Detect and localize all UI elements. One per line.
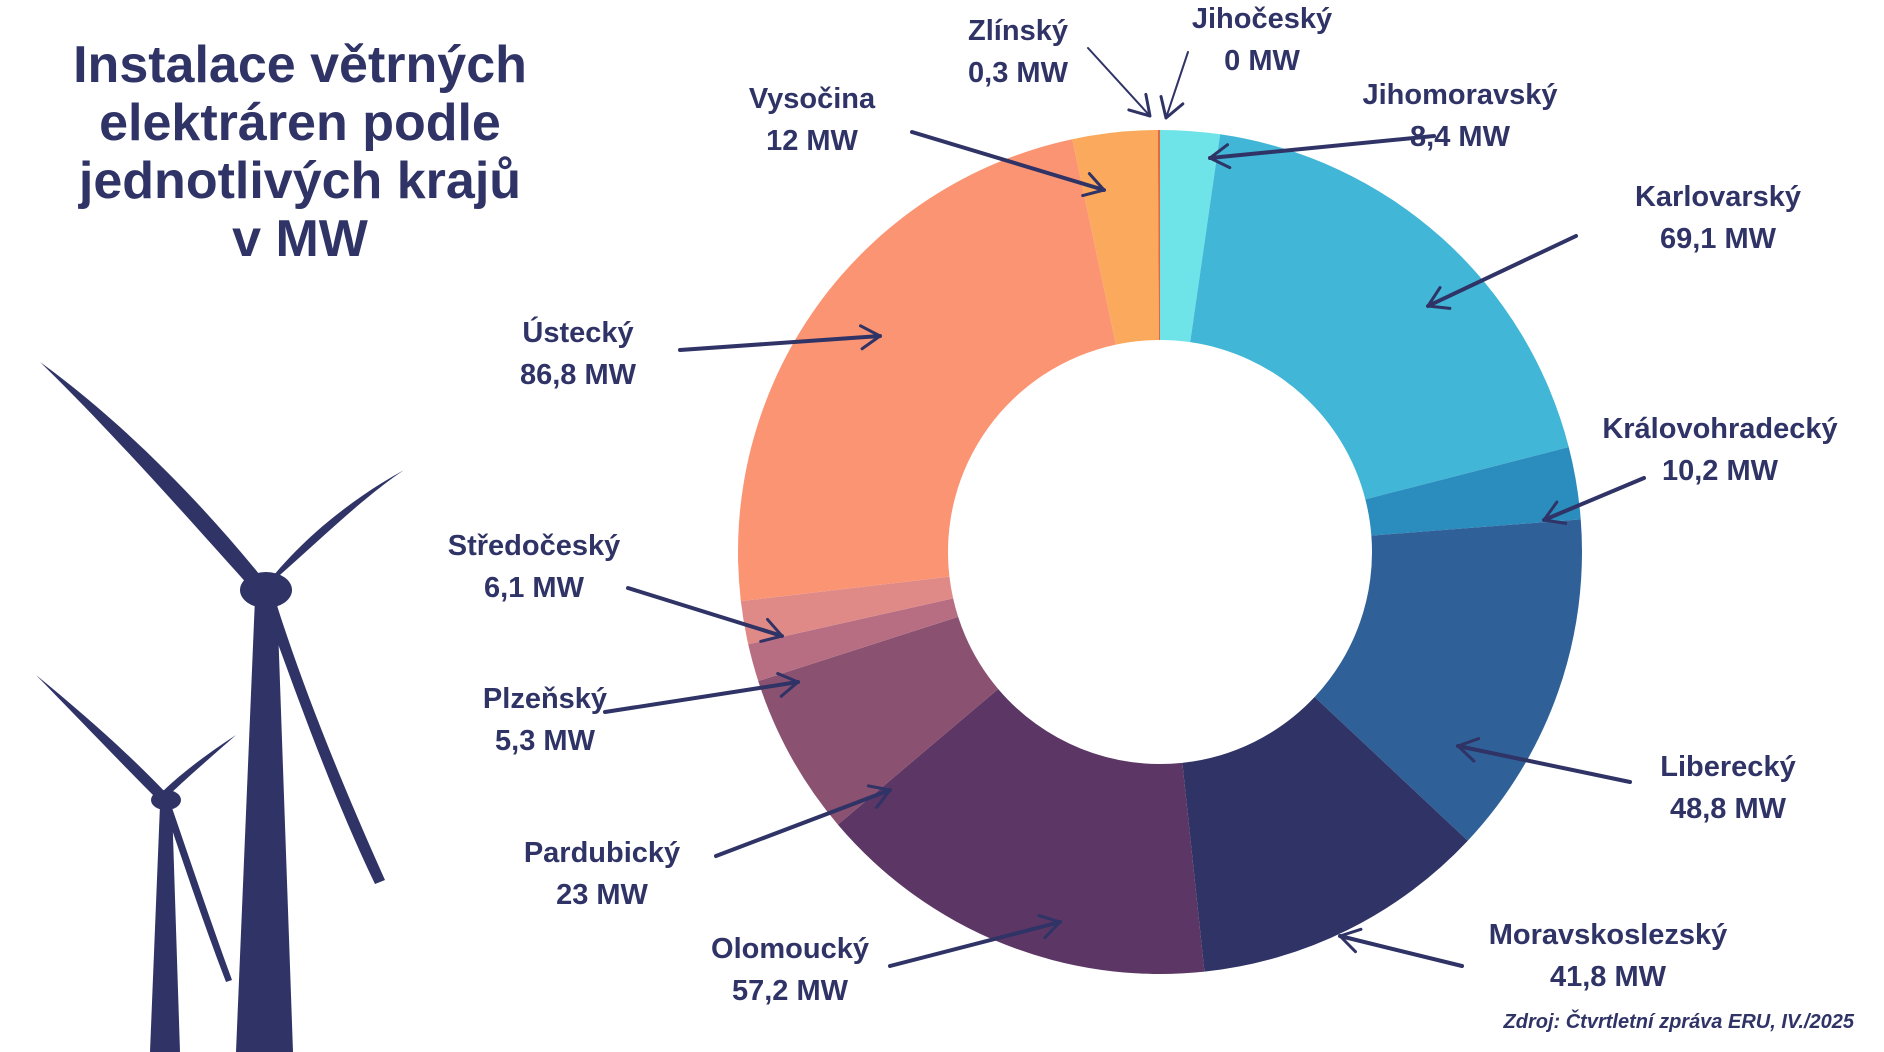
page-title: Instalace větrných elektráren podle jedn… [73,36,527,268]
arrowhead-Jihočeský [1159,95,1185,120]
slice-Vysočina [1072,130,1159,345]
arrow-Vysočina [910,130,1106,192]
slice-label-name: Pardubický [524,837,680,869]
arrow-Olomoucký [888,920,1062,968]
slice-Pardubický [758,616,999,825]
arrowhead-Zlínský [1127,92,1152,118]
slice-label-value: 48,8 MW [1670,793,1787,825]
small-turbine-icon [36,675,236,1052]
slice-label-name: Ústecký [522,315,633,349]
slice-Ústecký [737,139,1116,602]
arrowhead-Moravskoslezský [1338,927,1363,954]
slice-label-name: Liberecký [1660,751,1795,783]
slice-label-value: 41,8 MW [1550,961,1667,993]
arrow-Pardubický [714,788,892,858]
slice-label-value: 5,3 MW [495,725,596,757]
arrow-Středočeský [626,586,784,638]
slice-label-value: 23 MW [556,879,648,911]
arrowhead-Plzeňský [776,672,800,698]
slice-label-value: 8,4 MW [1410,121,1511,153]
slice-label-value: 0 MW [1224,45,1300,77]
slice-label-name: Jihočeský [1192,3,1332,35]
slice-label-value: 10,2 MW [1662,455,1779,487]
slice-Zlínský [1157,130,1160,341]
wind-turbines-illustration [36,362,404,1052]
arrowhead-Středočeský [759,617,784,643]
slice-Středočeský [740,576,954,645]
slice-label-name: Středočeský [448,530,621,562]
slice-Jihomoravský [1160,130,1221,343]
slice-label-name: Karlovarský [1635,181,1801,213]
slice-label-name: Jihomoravský [1362,79,1557,111]
slice-label-name: Zlínský [968,15,1068,47]
arrow-Plzeňský [603,680,800,714]
slice-label-value: 86,8 MW [520,359,637,391]
source-note: Zdroj: Čtvrtletní zpráva ERU, IV./2025 [1503,1011,1854,1033]
large-turbine-icon [40,362,404,1052]
slice-label-value: 69,1 MW [1660,223,1777,255]
arrowhead-Jihomoravský [1208,143,1232,170]
arrowhead-Olomoucký [1037,914,1062,940]
slice-Královohradecký [1365,447,1581,536]
slice-label-name: Královohradecký [1602,413,1837,445]
arrowhead-Vysočina [1081,172,1106,198]
arrow-Zlínský [1087,47,1151,117]
arrow-Moravskoslezský [1338,934,1464,968]
arrowhead-Královohradecký [1542,500,1568,525]
arrow-Královohradecký [1542,476,1646,522]
slice-Plzeňský [748,598,959,682]
arrowhead-Pardubický [866,784,892,809]
arrowhead-Karlovarský [1426,286,1452,310]
arrowhead-Liberecký [1456,737,1481,763]
arrow-Jihočeský [1165,51,1189,119]
slice-label-name: Moravskoslezský [1489,919,1728,951]
slice-label-name: Plzeňský [483,683,607,715]
slice-label-name: Olomoucký [711,933,869,965]
arrow-Ústecký [678,334,882,352]
slice-Liberecký [1314,519,1583,841]
slice-Moravskoslezský [1182,697,1468,972]
slice-label-value: 6,1 MW [484,572,585,604]
arrow-Jihomoravský [1208,134,1436,160]
slice-label-value: 57,2 MW [732,975,849,1007]
slice-Olomoucký [837,688,1205,974]
arrowhead-Ústecký [858,324,882,351]
slice-label-value: 12 MW [766,125,858,157]
slice-label-value: 0,3 MW [968,57,1069,89]
slice-label-name: Vysočina [749,83,876,115]
arrow-Karlovarský [1426,234,1578,308]
slice-Karlovarský [1190,134,1569,500]
arrow-Liberecký [1456,744,1632,784]
